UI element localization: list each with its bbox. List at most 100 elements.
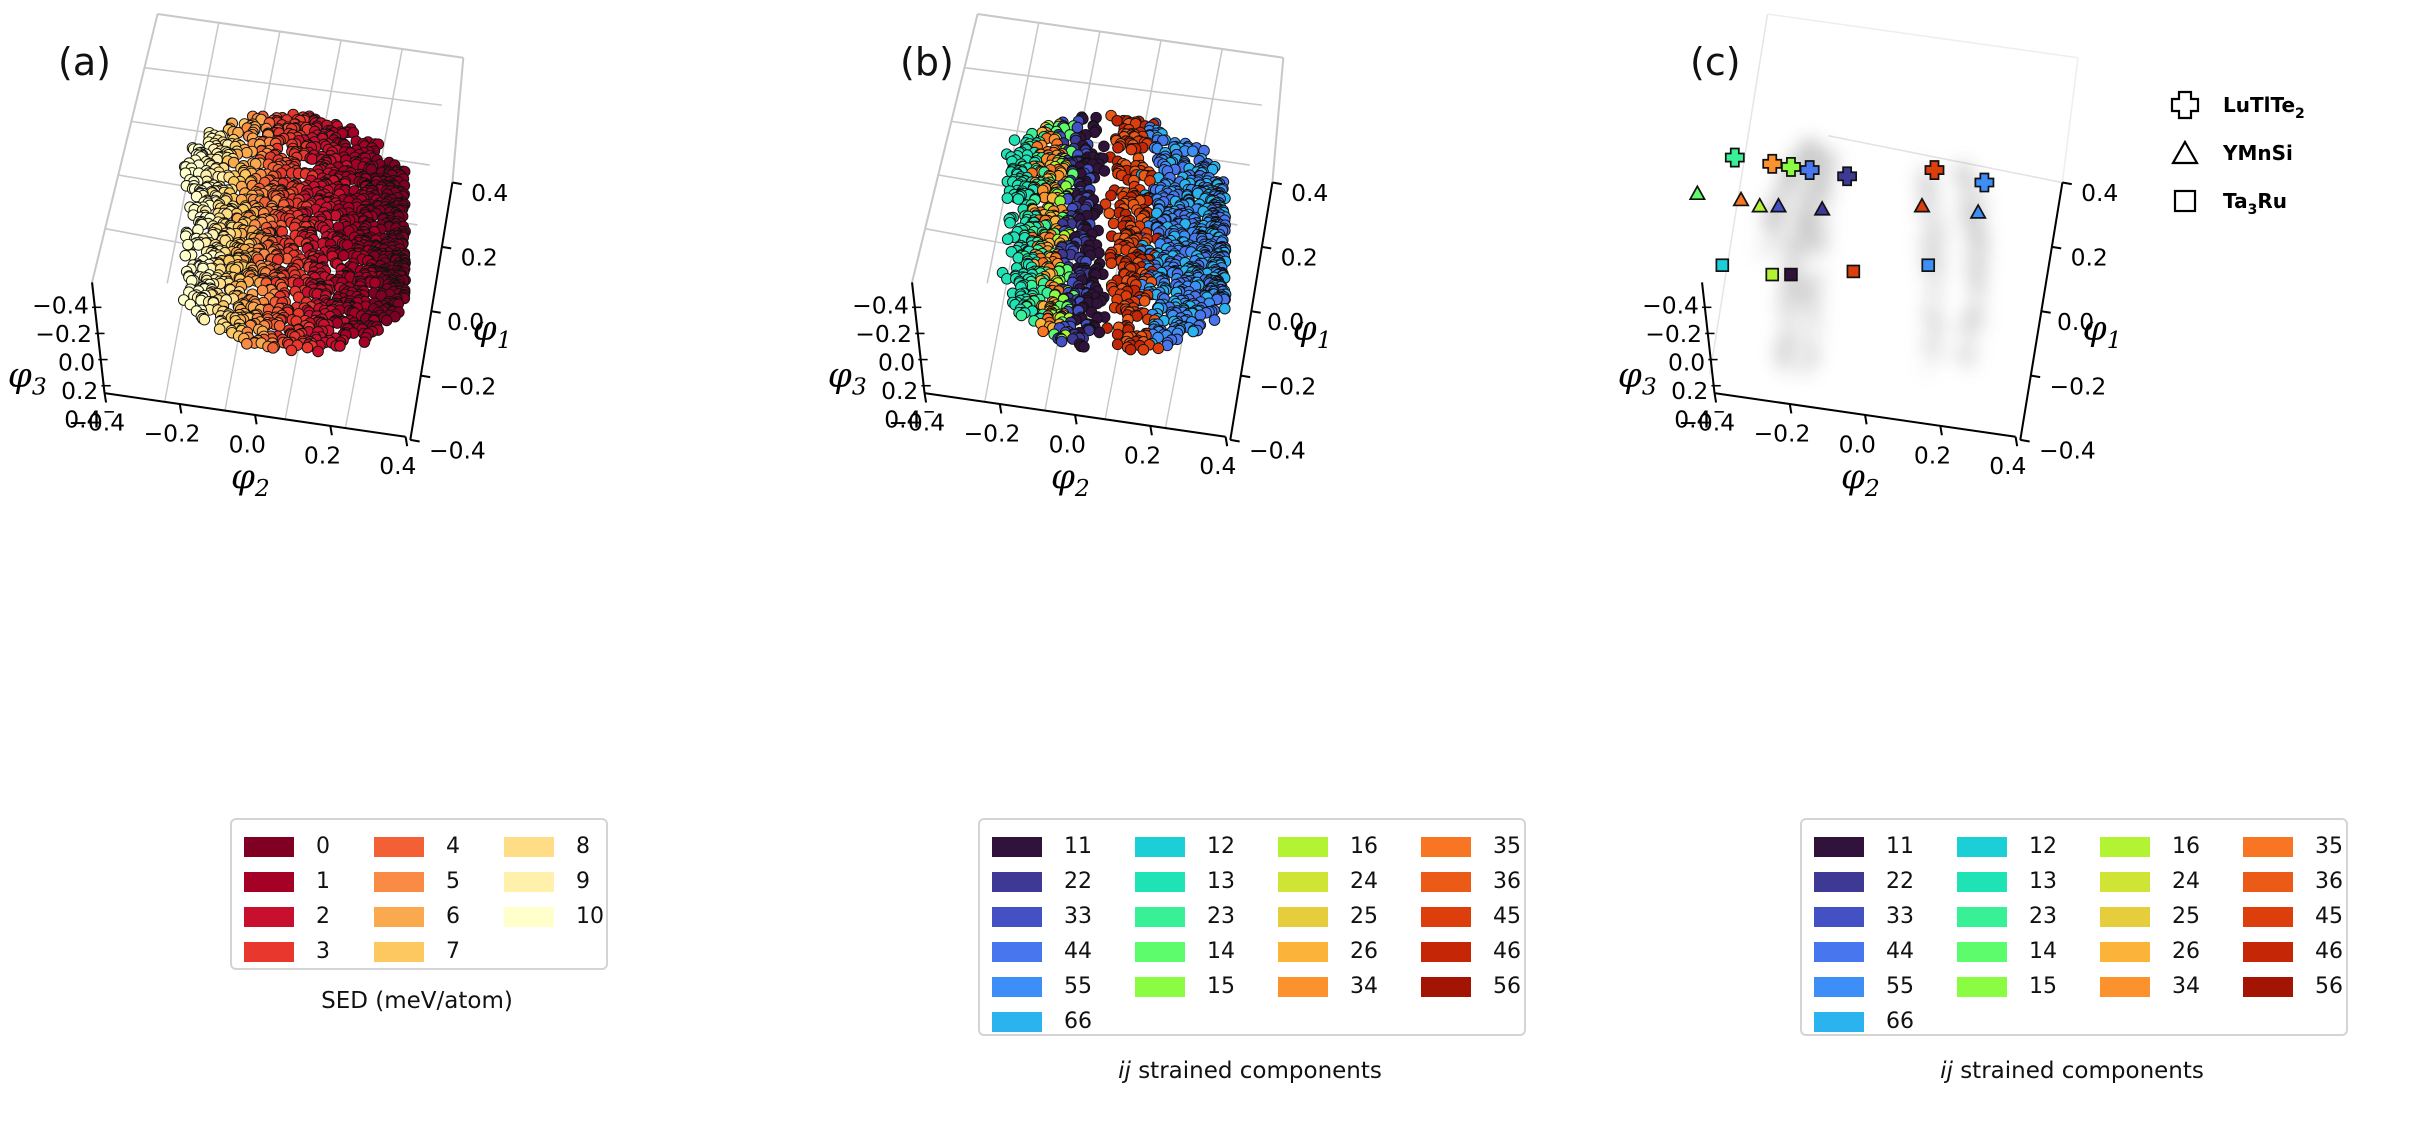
phi2-tick	[1074, 414, 1078, 425]
phi2-tick-label: 0.2	[304, 441, 341, 469]
phi2-tick	[1939, 425, 1943, 436]
legend-item: 33	[992, 904, 1092, 929]
scatter-point	[190, 190, 203, 203]
legend-item: 7	[374, 939, 460, 964]
legend-item: 6	[374, 904, 460, 929]
legend-item: 36	[2243, 869, 2343, 894]
legend-item: 33	[1814, 904, 1914, 929]
legend-label: 24	[2172, 869, 2200, 894]
density-blob	[1929, 243, 1939, 253]
legend-swatch	[1135, 941, 1185, 962]
legend-swatch	[2100, 906, 2150, 927]
phi2-tick-label: 0.2	[1914, 441, 1951, 469]
density-blob	[1781, 249, 1792, 259]
legend-item: 14	[1957, 939, 2057, 964]
scatter-point	[1098, 165, 1111, 177]
legend-label: 7	[446, 939, 460, 964]
phi3-tick-label: −0.4	[32, 292, 89, 320]
legend-swatch	[1278, 836, 1328, 857]
legend-item: 23	[1135, 904, 1235, 929]
phi3-tick-label: 0.4	[884, 405, 921, 433]
panel-c-label: (c)	[1690, 40, 1741, 84]
legend-label: 3	[316, 939, 330, 964]
legend-label: 35	[1493, 834, 1521, 859]
legend-label: 36	[1493, 869, 1521, 894]
density-blob	[1976, 253, 1986, 263]
legend-item: 13	[1135, 869, 1235, 894]
legend-swatch	[374, 941, 424, 962]
legend-item: 66	[992, 1009, 1092, 1034]
legend-swatch	[244, 836, 294, 857]
scatter-point	[1093, 326, 1106, 339]
phi2-tick	[1149, 425, 1153, 436]
legend-label: 55	[1886, 974, 1914, 999]
phi1-tick-label: 0.2	[461, 244, 498, 272]
legend-swatch	[1421, 941, 1471, 962]
legend-label: 25	[1350, 904, 1378, 929]
legend-item: 22	[992, 869, 1092, 894]
legend-label: 46	[1493, 939, 1521, 964]
density-blob	[1921, 365, 1931, 375]
legend-item: 36	[1421, 869, 1521, 894]
scatter-point	[1105, 257, 1118, 269]
legend-swatch	[1278, 871, 1328, 892]
legend-swatch	[1957, 941, 2007, 962]
phi2-tick	[103, 392, 108, 403]
scatter-point	[1111, 328, 1124, 341]
legend-swatch	[1135, 836, 1185, 857]
scatter-point	[1107, 217, 1120, 230]
phi3-tick-label: 0.2	[881, 377, 918, 405]
phi2-tick-label: −0.4	[68, 409, 125, 437]
legend-item: 45	[2243, 904, 2343, 929]
density-blob	[1813, 324, 1823, 334]
legend-label: 14	[1207, 939, 1235, 964]
legend-item: 9	[504, 869, 590, 894]
legend-item: 55	[992, 974, 1092, 999]
legend-swatch	[1814, 976, 1864, 997]
legend-swatch	[504, 906, 554, 927]
phi3-tick-label: −0.2	[855, 320, 912, 348]
legend-item: 16	[2100, 834, 2200, 859]
legend-item: 26	[1278, 939, 1378, 964]
density-blob	[1778, 350, 1789, 360]
scatter-point	[1187, 325, 1199, 338]
density-blob	[1814, 291, 1824, 302]
legend-swatch	[1814, 941, 1864, 962]
phi1-tick-label: −0.4	[429, 437, 486, 465]
legend-item: 1	[244, 869, 330, 894]
density-blob	[1797, 151, 1807, 161]
legend-swatch	[2100, 941, 2150, 962]
ta3ru-marker	[1784, 267, 1798, 282]
ta3ru-marker	[1846, 264, 1861, 279]
phi2-tick-label: 0.4	[1989, 452, 2026, 480]
legend-label: 9	[576, 869, 590, 894]
phi2-tick	[1224, 436, 1229, 447]
density-blob	[1793, 258, 1803, 269]
scatter-point	[334, 340, 346, 352]
legend-item: 45	[1421, 904, 1521, 929]
phi1-tick-label: 0.4	[2081, 179, 2118, 207]
sed-legend-title: SED (meV/atom)	[321, 988, 513, 1014]
ij-italic: ij	[1118, 1058, 1131, 1084]
legend-item: 24	[1278, 869, 1378, 894]
density-blob	[1799, 286, 1809, 296]
legend-label: 10	[576, 904, 604, 929]
phi3-tick-label: 0.0	[1668, 349, 1705, 377]
legend-label: 14	[2029, 939, 2057, 964]
scatter-point	[1015, 309, 1028, 322]
density-blob	[1782, 334, 1793, 344]
panel-b-label: (b)	[900, 40, 954, 84]
legend-label: 1	[316, 869, 330, 894]
density-blob	[1754, 247, 1764, 257]
density-blob	[1799, 368, 1810, 378]
phi3-axis	[91, 282, 106, 394]
scatter-point	[1037, 325, 1049, 338]
legend-swatch	[992, 976, 1042, 997]
phi2-tick	[404, 436, 409, 447]
phi2-tick-label: −0.2	[964, 419, 1021, 447]
scatter-point	[1112, 141, 1124, 154]
phi1-tick	[2020, 438, 2030, 443]
density-blob	[1969, 234, 1980, 245]
density-blob	[1817, 182, 1827, 192]
